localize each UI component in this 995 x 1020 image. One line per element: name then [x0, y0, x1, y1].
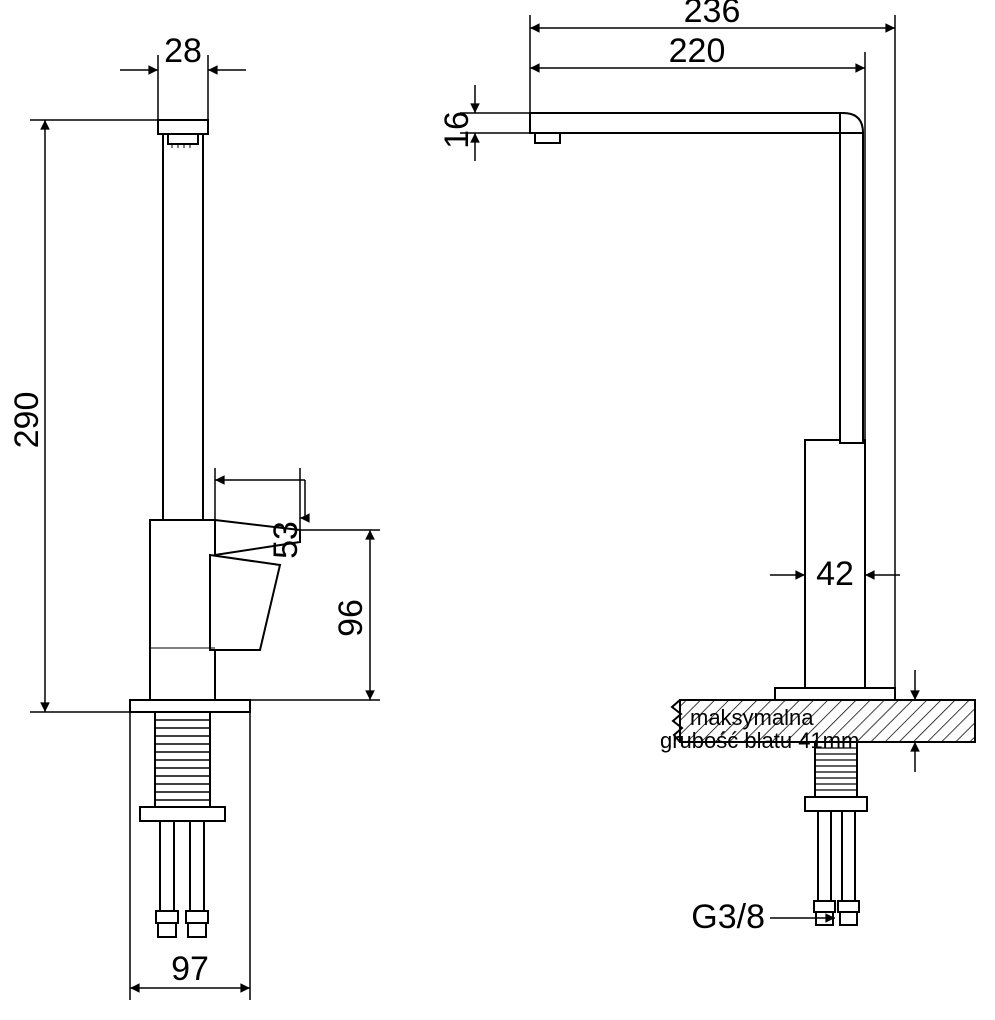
front-view: 28 290 53 96 9 — [8, 32, 380, 1000]
dim-96-label: 96 — [332, 599, 370, 637]
dim-16-label: 16 — [438, 111, 476, 149]
dim-220: 220 — [530, 32, 865, 440]
dim-28-label: 28 — [164, 32, 202, 70]
dim-thread-label: G3/8 — [691, 898, 765, 936]
dim-42: 42 — [770, 555, 900, 593]
note-line2: grubość blatu 41mm — [660, 728, 859, 753]
dim-53-label: 53 — [267, 521, 305, 559]
side-view: 236 220 16 42 maksymalna grubość bla — [438, 0, 975, 936]
dim-290: 290 — [8, 120, 158, 712]
dim-290-label: 290 — [8, 392, 46, 449]
dim-42-label: 42 — [816, 555, 854, 593]
dim-220-label: 220 — [669, 32, 726, 70]
dim-97-label: 97 — [171, 950, 209, 988]
dim-28: 28 — [120, 32, 246, 120]
dim-236-label: 236 — [684, 0, 741, 30]
dim-16: 16 — [438, 85, 530, 161]
technical-drawing: 28 290 53 96 9 — [0, 0, 995, 1020]
note-line1: maksymalna — [690, 705, 814, 730]
